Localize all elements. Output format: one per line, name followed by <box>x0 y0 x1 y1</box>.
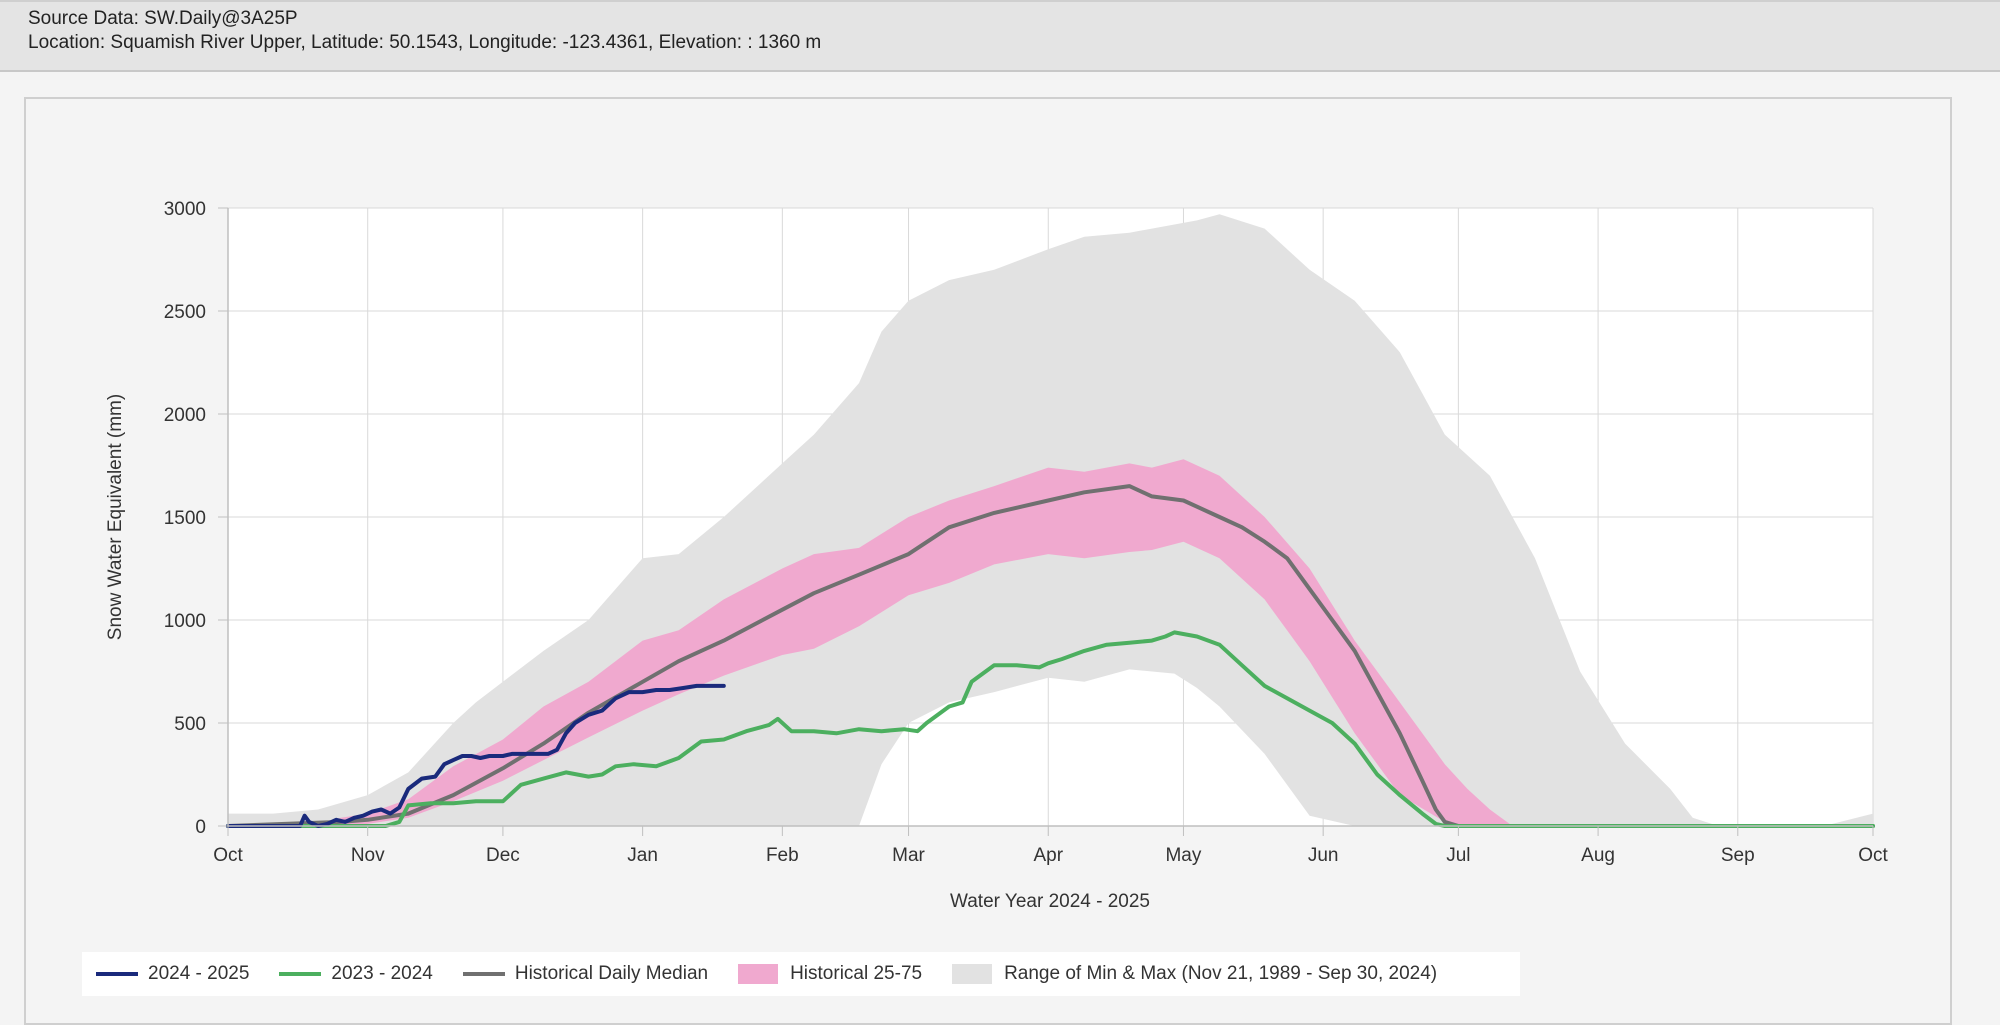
legend-swatch-2024-2025 <box>96 972 138 976</box>
x-tick-label: Aug <box>1581 845 1615 866</box>
x-tick-label: Mar <box>892 845 925 866</box>
x-tick-label: Dec <box>486 845 520 866</box>
legend-item-historical-median: Historical Daily Median <box>462 963 709 985</box>
y-tick-label: 1500 <box>164 508 206 529</box>
legend-swatch-25-75 <box>738 964 779 984</box>
x-tick-label: Jun <box>1308 845 1339 866</box>
y-tick-label: 2000 <box>164 405 206 426</box>
x-tick-label: Jan <box>627 845 658 866</box>
y-tick-label: 1000 <box>164 611 206 632</box>
x-tick-label: Oct <box>213 845 243 866</box>
legend-swatch-min-max <box>952 964 993 984</box>
legend-item-2024-2025: 2024 - 2025 <box>96 963 249 985</box>
x-tick-label: Oct <box>1858 845 1888 866</box>
x-tick-label: Feb <box>766 845 799 866</box>
legend-label: Historical Daily Median <box>514 963 709 984</box>
x-tick-label: Nov <box>351 845 385 866</box>
x-tick-label: May <box>1165 845 1201 866</box>
x-tick-label: Jul <box>1446 845 1470 866</box>
axes: 3000 2500 2000 1500 1000 500 0 Oct Nov Dec Jan Feb M… <box>164 199 1889 866</box>
y-tick-label: 0 <box>195 817 206 838</box>
y-axis-title: Snow Water Equivalent (mm) <box>105 394 126 640</box>
series-line-2023-2024 <box>226 630 1875 828</box>
legend-item-historical-25-75: Historical 25-75 <box>738 963 922 985</box>
historical-median-line <box>226 484 1875 828</box>
legend-label: Range of Min & Max (Nov 21, 1989 - Sep 3… <box>1004 963 1438 984</box>
y-tick-label: 2500 <box>164 302 206 323</box>
page-header: Source Data: SW.Daily@3A25P Location: Sq… <box>0 0 2000 72</box>
series-line-2024-2025 <box>226 683 726 828</box>
legend-item-2023-2024: 2023 - 2024 <box>279 963 433 985</box>
source-data-label: Source Data: SW.Daily@3A25P <box>28 8 298 29</box>
legend-swatch-2023-2024 <box>279 972 322 976</box>
data-layer <box>226 214 1875 828</box>
legend-label: Historical 25-75 <box>790 963 923 984</box>
legend-swatch-median <box>462 972 505 976</box>
historical-25-75-band <box>228 459 1873 826</box>
y-tick-label: 3000 <box>164 199 206 220</box>
chart-legend: 2024 - 2025 2023 - 2024 Historical Daily… <box>82 952 1520 996</box>
x-axis-title: Water Year 2024 - 2025 <box>950 891 1150 912</box>
location-label: Location: Squamish River Upper, Latitude… <box>28 32 822 53</box>
legend-label: 2023 - 2024 <box>331 963 433 984</box>
x-tick-label: Sep <box>1721 845 1755 866</box>
legend-label: 2024 - 2025 <box>148 963 250 984</box>
x-tick-label: Apr <box>1033 845 1063 866</box>
y-tick-label: 500 <box>174 714 206 735</box>
legend-item-min-max-range: Range of Min & Max (Nov 21, 1989 - Sep 3… <box>952 963 1437 985</box>
